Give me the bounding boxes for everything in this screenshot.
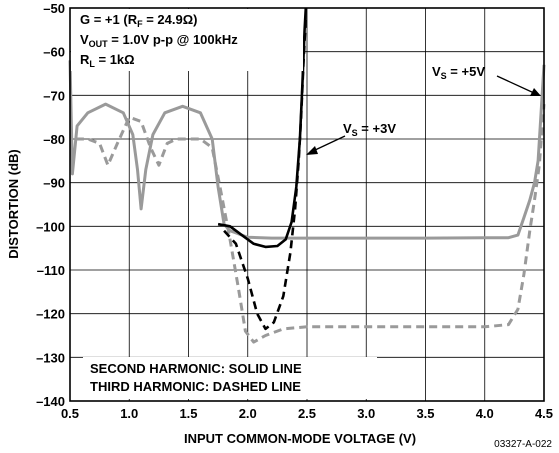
conditions-box [71, 9, 303, 71]
y-tick-label: –120 [36, 307, 65, 322]
x-tick-label: 0.5 [61, 406, 79, 421]
tick-labels: 0.5 1.0 1.5 2.0 2.5 3.0 3.5 4.0 4.5 –50 –60 –70 –80 –… [36, 1, 553, 421]
x-tick-label: 3.0 [357, 406, 375, 421]
arrow-vs-5v [496, 75, 535, 94]
condition-vout: VOUT = 1.0V p-p @ 100kHz [80, 32, 238, 49]
condition-rl: RL = 1kΩ [80, 52, 135, 69]
y-tick-label: –100 [36, 219, 65, 234]
legend-third-harmonic: THIRD HARMONIC: DASHED LINE [90, 379, 301, 394]
x-tick-label: 1.5 [179, 406, 197, 421]
y-tick-label: –80 [43, 132, 65, 147]
label-vs-3v: VS = +3V [343, 121, 396, 138]
arrow-vs-3v [312, 135, 346, 152]
x-tick-label: 4.5 [535, 406, 553, 421]
y-tick-label: –140 [36, 394, 65, 409]
label-vs-5v: VS = +5V [432, 64, 485, 81]
x-tick-label: 4.0 [476, 406, 494, 421]
legend-box [83, 357, 377, 399]
x-tick-label: 1.0 [120, 406, 138, 421]
x-axis-label: INPUT COMMON-MODE VOLTAGE (V) [184, 431, 416, 446]
y-tick-label: –70 [43, 88, 65, 103]
arrowhead-vs-5v [530, 88, 541, 96]
series-line-vs3v-third-harmonic [223, 16, 308, 331]
y-tick-label: –110 [37, 263, 65, 278]
legend-second-harmonic: SECOND HARMONIC: SOLID LINE [90, 361, 302, 376]
y-tick-label: –50 [43, 1, 65, 16]
y-tick-label: –60 [43, 45, 65, 60]
y-axis-label: DISTORTION (dB) [6, 149, 21, 259]
y-tick-label: –130 [36, 350, 65, 365]
grid [70, 8, 544, 401]
x-tick-label: 2.5 [298, 406, 316, 421]
series-line-vs5v-third-harmonic [75, 103, 546, 344]
y-tick-label: –90 [43, 176, 65, 191]
x-tick-label: 3.5 [416, 406, 434, 421]
figure-code: 03327-A-022 [494, 439, 552, 450]
plot-frame [69, 7, 545, 402]
plot-lines [68, 7, 546, 344]
arrowhead-vs-3v [306, 146, 318, 155]
x-tick-label: 2.0 [239, 406, 257, 421]
condition-gain: G = +1 (RF = 24.9Ω) [80, 12, 197, 29]
